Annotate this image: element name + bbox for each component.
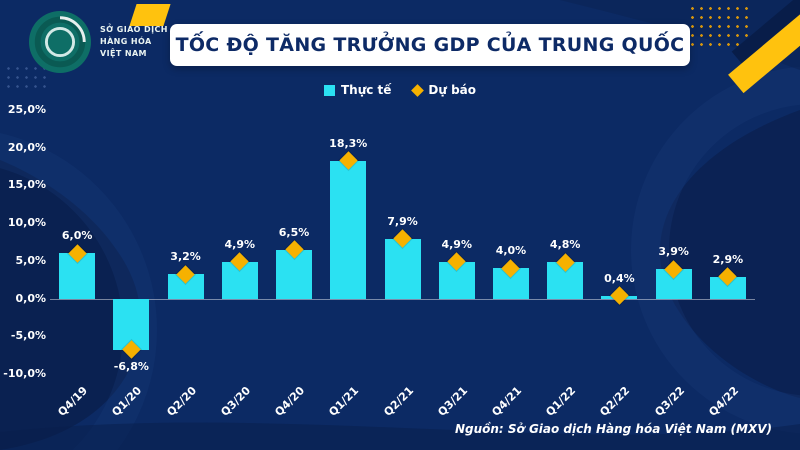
bar-Q2/21 <box>384 238 421 299</box>
legend-item-forecast: Dự báo <box>411 83 477 97</box>
value-label: 4,9% <box>224 237 256 251</box>
value-label: 4,9% <box>441 237 472 251</box>
actual-swatch-icon <box>323 84 335 96</box>
source-note: Nguồn: Sở Giao dịch Hàng hóa Việt Nam (M… <box>455 422 772 436</box>
value-label: 3,2% <box>170 250 201 264</box>
value-label: 6,0% <box>61 229 93 243</box>
logo-line-1: SỞ GIAO DỊCH <box>100 25 168 34</box>
logo-line-3: VIỆT NAM <box>100 49 147 58</box>
y-tick-label: 25,0% <box>7 103 46 116</box>
x-tick-label: Q1/20 <box>109 384 145 419</box>
mxv-logo: SỞ GIAO DỊCH HÀNG HÓA VIỆT NAM <box>28 10 168 74</box>
y-axis: 25,0% 20,0% 15,0% 10,0% 5,0% 0,0% -5,0% -10,0% <box>2 103 46 380</box>
mxv-logo-text: SỞ GIAO DỊCH HÀNG HÓA VIỆT NAM <box>100 24 168 60</box>
value-label: 3,9% <box>658 245 689 259</box>
x-tick-label: Q2/20 <box>163 384 199 419</box>
x-tick-label: Q1/21 <box>326 384 362 419</box>
plot-area: 6,0% -6,8% 3,2% 4,9% 6,5% 18,3% 7,9% 4,9% 4,0% 4,… <box>50 110 755 374</box>
x-axis: Q4/19 Q1/20 Q2/20 Q3/20 Q4/20 Q1/21 Q2/21 Q3/21… <box>50 378 755 428</box>
y-tick-label: 0,0% <box>15 291 46 305</box>
x-tick-label: Q4/20 <box>272 384 308 419</box>
y-tick-label: -5,0% <box>10 329 46 343</box>
y-tick-label: 10,0% <box>7 216 46 230</box>
forecast-diamond <box>610 286 629 305</box>
x-tick-label: Q2/21 <box>380 384 416 419</box>
bar-Q1/21 <box>330 160 367 299</box>
value-label: 4,0% <box>495 244 527 258</box>
chart-legend: Thực tế Dự báo <box>0 83 800 97</box>
x-tick-label: Q4/19 <box>55 384 91 419</box>
logo-line-2: HÀNG HÓA <box>100 37 152 46</box>
value-label: 7,9% <box>387 214 418 228</box>
value-label: 18,3% <box>329 136 368 150</box>
chart-title: TỐC ĐỘ TĂNG TRƯỞNG GDP CỦA TRUNG QUỐC <box>175 34 685 56</box>
value-label: 2,9% <box>712 252 744 266</box>
value-label: -6,8% <box>113 359 149 373</box>
value-label: 4,8% <box>549 238 581 252</box>
legend-label-actual: Thực tế <box>340 83 392 97</box>
zero-axis-line <box>50 298 755 300</box>
legend-item-actual: Thực tế <box>323 83 392 97</box>
y-tick-label: 5,0% <box>15 253 46 267</box>
x-tick-label: Q3/20 <box>218 384 253 419</box>
forecast-swatch-icon <box>411 83 425 97</box>
y-tick-label: 15,0% <box>7 178 46 192</box>
bar-Q4/22 <box>709 276 746 299</box>
source-text: Nguồn: Sở Giao dịch Hàng hóa Việt Nam (M… <box>454 422 772 436</box>
value-label: 6,5% <box>278 225 310 239</box>
y-tick-label: 20,0% <box>7 140 46 154</box>
chart-title-banner: TỐC ĐỘ TĂNG TRƯỞNG GDP CỦA TRUNG QUỐC <box>170 24 690 66</box>
y-tick-label: -10,0% <box>3 367 46 380</box>
mxv-logo-icon <box>28 10 92 74</box>
value-label: 0,4% <box>604 271 635 285</box>
legend-label-forecast: Dự báo <box>428 83 477 97</box>
